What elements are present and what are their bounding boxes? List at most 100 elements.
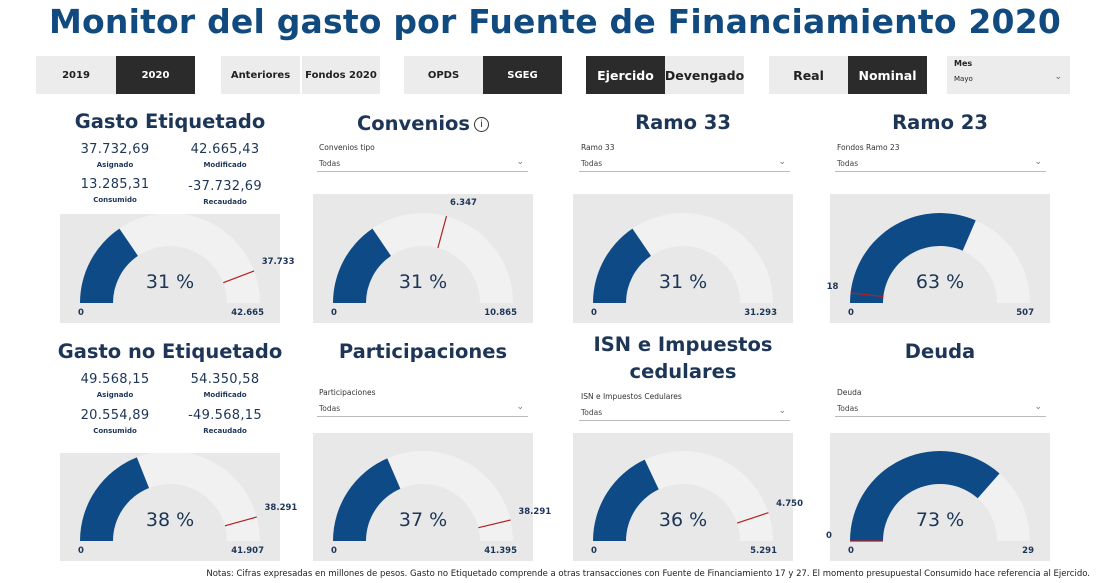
gauge-fill	[333, 458, 401, 541]
dropdown-value: Todas	[837, 404, 859, 413]
gauge-target-line	[478, 519, 511, 529]
gauge-svg	[593, 451, 773, 541]
isn-filter-dropdown[interactable]: Todas ⌄	[579, 405, 790, 421]
gauge-max-label: 42.665	[231, 308, 264, 318]
org-slicer: OPDS SGEG	[404, 56, 562, 94]
gauge-fill	[593, 459, 659, 541]
ramo23-filter-label: Fondos Ramo 23	[837, 143, 900, 152]
no-etiquetado-modificado: 54.350,58 Modificado	[185, 372, 265, 399]
gauge-percent: 31 %	[658, 271, 708, 293]
gauge-svg	[80, 214, 260, 303]
footnote: Notas: Cifras expresadas en millones de …	[206, 569, 1090, 579]
gauge-min-label: 0	[591, 308, 597, 318]
stat-value: 49.568,15	[80, 372, 150, 387]
gauge-target-line	[736, 512, 769, 524]
gauge-svg	[80, 453, 260, 541]
gauge-min-label: 0	[848, 308, 854, 318]
slicer-sgeg[interactable]: SGEG	[483, 56, 562, 94]
page-title: Monitor del gasto por Fuente de Financia…	[48, 2, 1062, 41]
ramo33-filter-label: Ramo 33	[581, 143, 615, 152]
gauge-percent: 31 %	[398, 271, 448, 293]
stat-label: Consumido	[93, 196, 137, 204]
gauge-max-label: 41.907	[231, 546, 264, 556]
etiquetado-recaudado: -37.732,69 Recaudado	[185, 179, 265, 206]
slicer-real[interactable]: Real	[769, 56, 848, 94]
participaciones-title: Participaciones	[338, 340, 508, 363]
gauge-target-label: 38.291	[518, 506, 552, 517]
convenios-filter-dropdown[interactable]: Todas ⌄	[317, 156, 528, 172]
ramo23-title: Ramo 23	[892, 111, 988, 134]
no-etiquetado-gauge: 38.291 38 % 0 41.907	[60, 453, 297, 561]
gauge-fill	[850, 451, 1000, 541]
slicer-ejercido[interactable]: Ejercido	[586, 56, 665, 94]
gauge-target-label: 18	[826, 282, 839, 293]
no-etiquetado-asignado: 49.568,15 Asignado	[75, 372, 155, 399]
gauge-target-line	[223, 270, 255, 284]
slicer-opds[interactable]: OPDS	[404, 56, 483, 94]
chevron-down-icon: ⌄	[516, 157, 524, 167]
gauge-target-label: 4.750	[776, 498, 803, 509]
stat-label: Asignado	[96, 161, 134, 169]
participaciones-gauge: 38.291 37 % 0 41.395	[313, 433, 551, 561]
dropdown-value: Todas	[581, 408, 603, 417]
gauge-percent: 73 %	[915, 509, 965, 531]
stat-label: Consumido	[93, 427, 137, 435]
gauge-fill	[850, 212, 976, 303]
gauge-target-line	[850, 292, 884, 298]
slicer-year-2020[interactable]: 2020	[116, 56, 195, 94]
stat-value: 13.285,31	[80, 177, 150, 192]
moment-slicer: Ejercido Devengado	[586, 56, 744, 94]
etiquetado-title: Gasto Etiquetado	[74, 110, 266, 133]
stat-value: 37.732,69	[80, 142, 150, 157]
gauge-min-label: 0	[78, 308, 84, 318]
gauge-percent: 38 %	[145, 509, 195, 531]
gauge-svg	[333, 451, 513, 541]
gauge-fill	[80, 228, 138, 303]
gauge-svg	[850, 451, 1030, 542]
no-etiquetado-title: Gasto no Etiquetado	[57, 340, 283, 363]
stat-value: -49.568,15	[188, 408, 262, 423]
gauge-min-label: 0	[591, 546, 597, 556]
ramo23-filter-dropdown[interactable]: Todas ⌄	[835, 156, 1046, 172]
gauge-target-label: 6.347	[450, 198, 477, 209]
etiquetado-asignado: 37.732,69 Asignado	[75, 142, 155, 169]
deuda-title: Deuda	[904, 340, 976, 363]
info-icon[interactable]: i	[474, 117, 490, 132]
ramo33-filter-dropdown[interactable]: Todas ⌄	[579, 156, 790, 172]
stat-value: 42.665,43	[190, 142, 260, 157]
slicer-year-2019[interactable]: 2019	[36, 56, 116, 94]
gauge-min-label: 0	[331, 546, 337, 556]
gauge-max-label: 41.395	[484, 546, 517, 556]
gauge-fill	[593, 228, 651, 303]
stat-label: Asignado	[96, 391, 134, 399]
slicer-fondos-2020[interactable]: Fondos 2020	[302, 56, 380, 94]
gauge-max-label: 31.293	[744, 308, 777, 318]
stat-value: 54.350,58	[190, 372, 260, 387]
dropdown-value: Todas	[319, 404, 341, 413]
value-slicer: Real Nominal	[769, 56, 927, 94]
participaciones-filter-label: Participaciones	[319, 388, 376, 397]
ramo33-title: Ramo 33	[635, 111, 731, 134]
convenios-filter-label: Convenios tipo	[319, 143, 375, 152]
deuda-filter-dropdown[interactable]: Todas ⌄	[835, 401, 1046, 417]
gauge-fill	[333, 228, 391, 303]
chevron-down-icon: ⌄	[778, 406, 786, 416]
gauge-track	[333, 213, 513, 303]
slicer-devengado[interactable]: Devengado	[665, 56, 744, 94]
dropdown-value: Todas	[581, 159, 603, 168]
gauge-max-label: 29	[1022, 546, 1034, 556]
participaciones-filter-dropdown[interactable]: Todas ⌄	[317, 401, 528, 417]
chevron-down-icon: ⌄	[1054, 72, 1062, 82]
mes-dropdown[interactable]: Mes Mayo ⌄	[947, 56, 1070, 94]
deuda-gauge: 0 73 % 0 29	[826, 433, 1050, 561]
convenios-title-text: Convenios	[356, 112, 471, 135]
chevron-down-icon: ⌄	[1034, 157, 1042, 167]
gauge-track	[593, 213, 773, 303]
chevron-down-icon: ⌄	[778, 157, 786, 167]
slicer-anteriores[interactable]: Anteriores	[221, 56, 300, 94]
slicer-nominal[interactable]: Nominal	[848, 56, 927, 94]
etiquetado-consumido: 13.285,31 Consumido	[75, 177, 155, 204]
gauge-max-label: 5.291	[750, 546, 777, 556]
dropdown-value: Todas	[837, 159, 859, 168]
dropdown-value: Todas	[319, 159, 341, 168]
